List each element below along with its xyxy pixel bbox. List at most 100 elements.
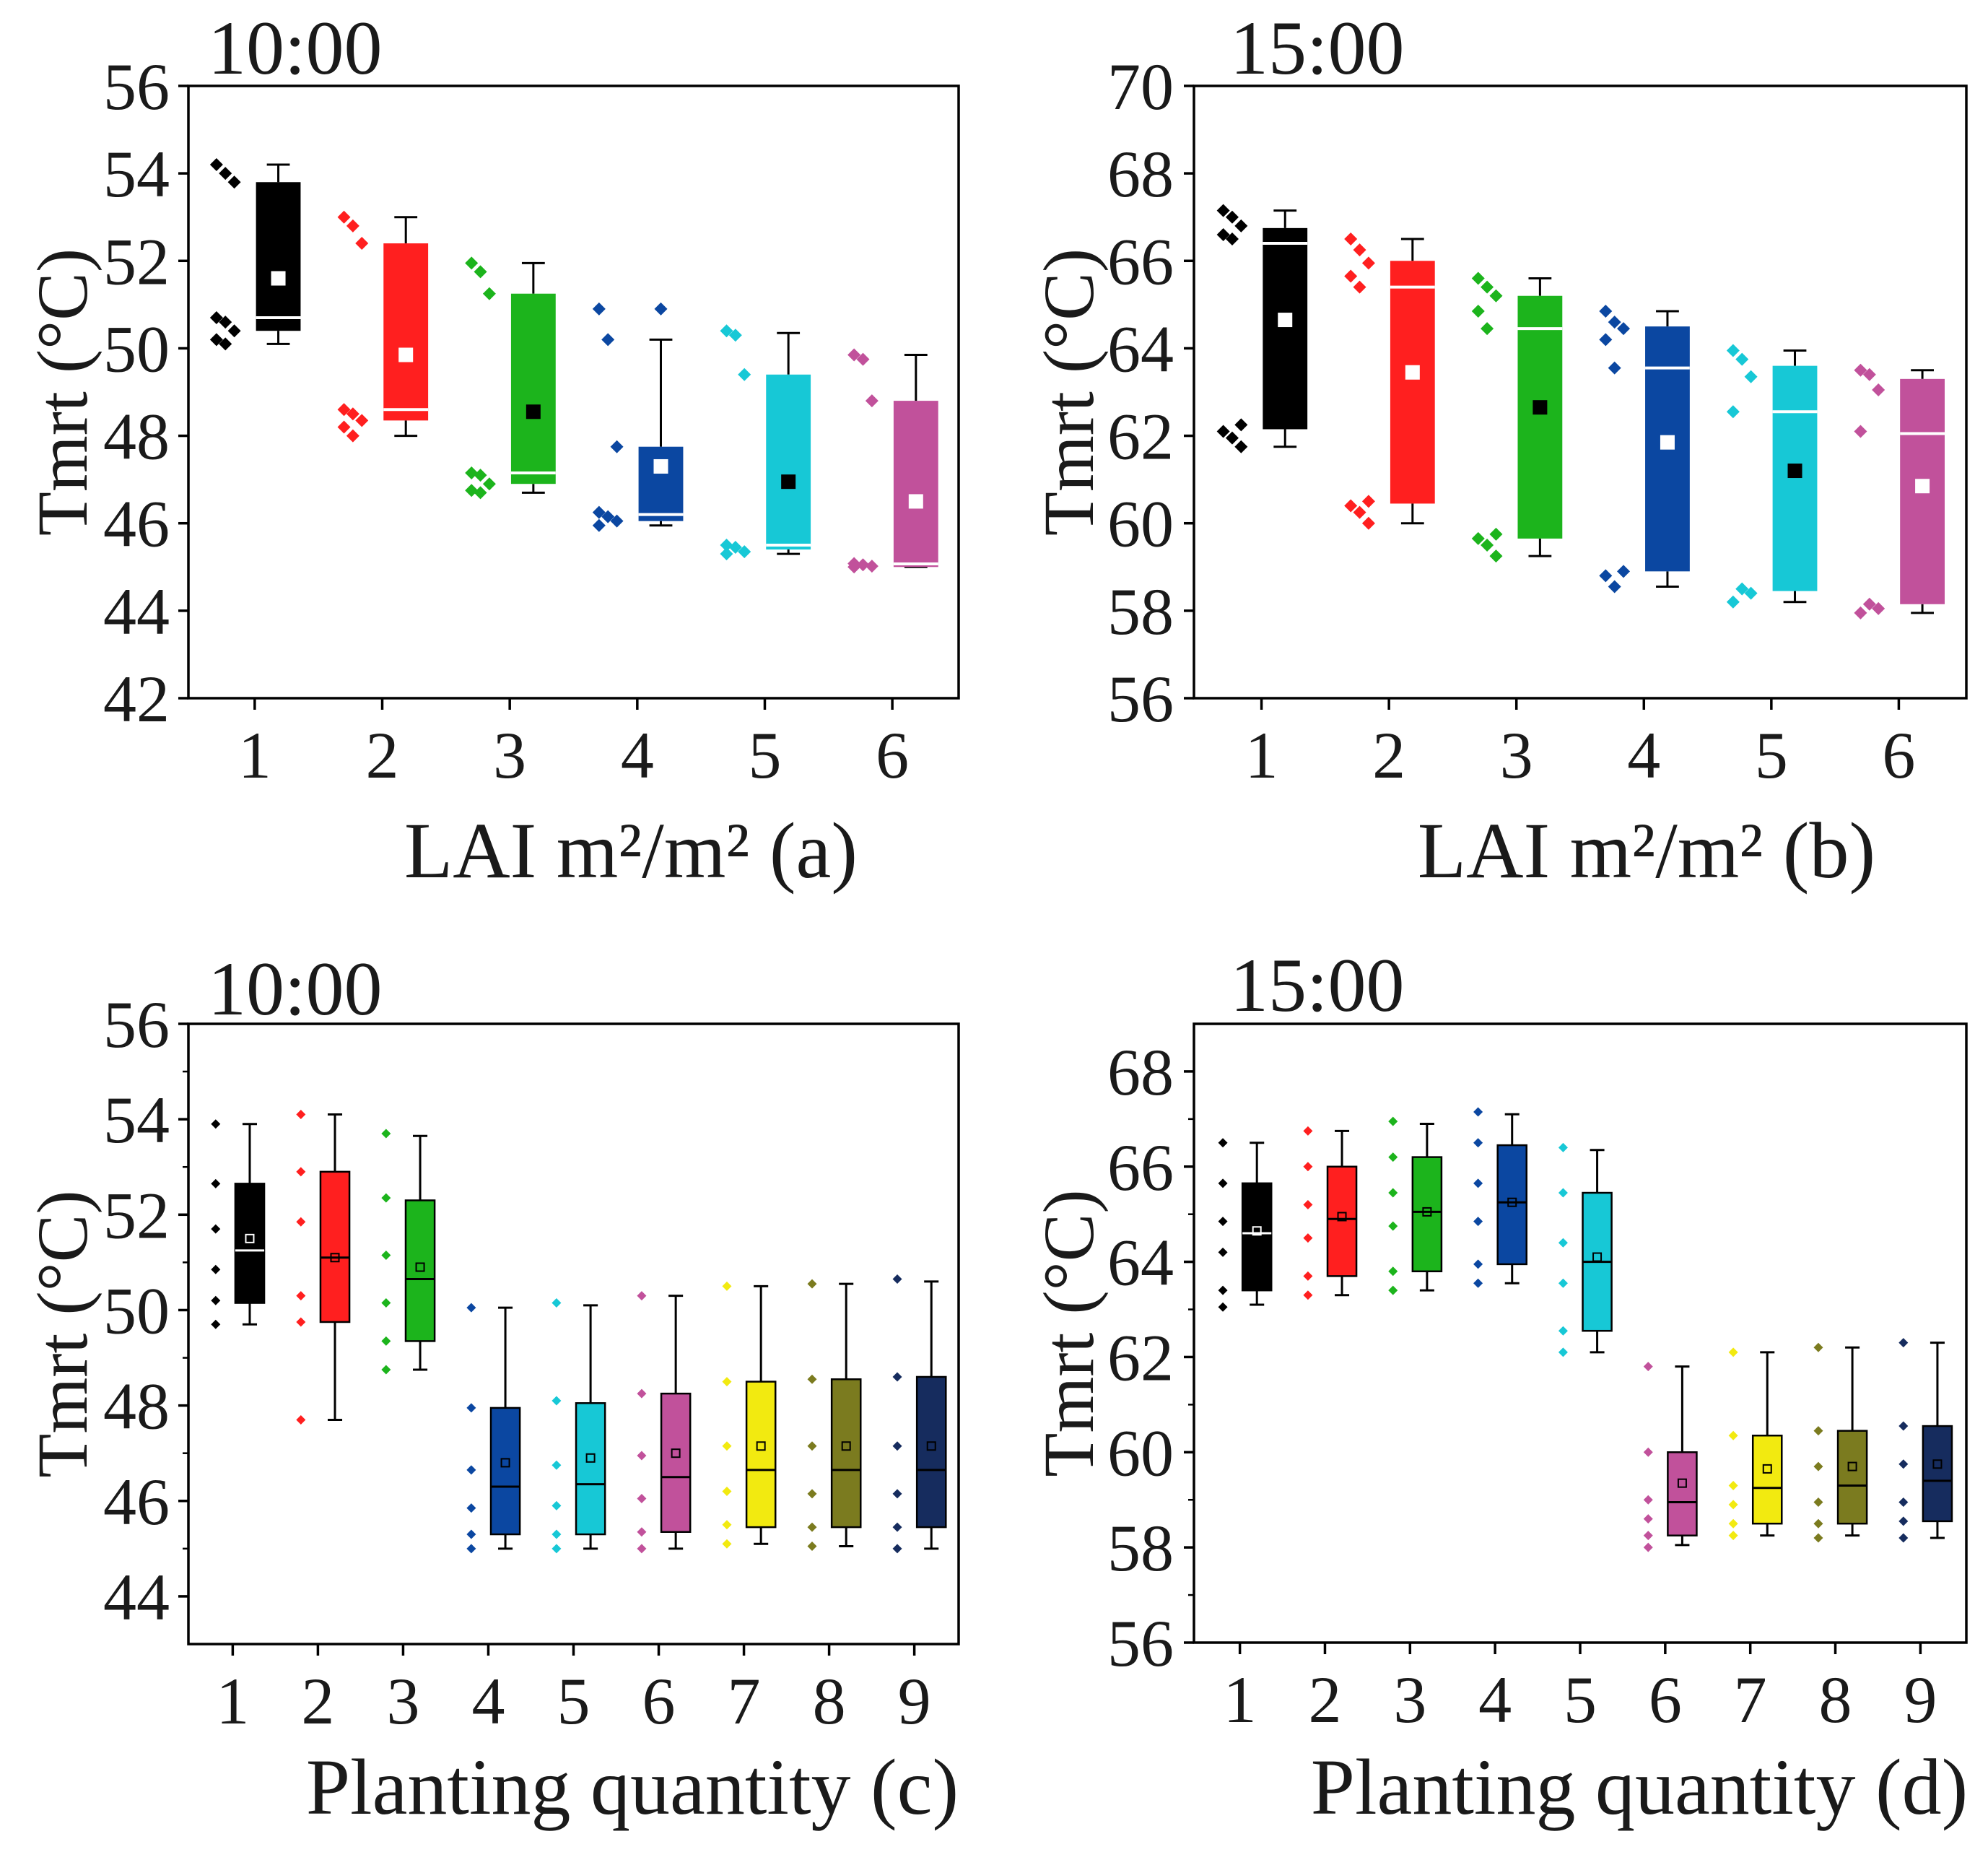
mean-marker-6 — [1677, 1478, 1687, 1488]
box-group-4 — [1599, 304, 1690, 594]
data-point — [346, 219, 359, 232]
data-point — [807, 1279, 817, 1289]
x-tick-label: 4 — [1627, 718, 1660, 792]
x-tick-label: 3 — [386, 1664, 419, 1738]
data-point — [466, 1303, 476, 1313]
data-point — [355, 237, 369, 251]
data-point — [465, 484, 479, 497]
data-point — [1558, 1238, 1568, 1248]
data-point — [1471, 531, 1485, 545]
y-tick-label: 62 — [1107, 1321, 1174, 1394]
box-group-1 — [1218, 1138, 1273, 1312]
data-point — [1361, 256, 1375, 270]
data-point — [552, 1544, 562, 1554]
data-point — [474, 469, 487, 482]
data-point — [1361, 516, 1375, 530]
data-point — [865, 560, 879, 573]
data-point — [209, 158, 223, 172]
x-axis-label: LAI m²/m² (b) — [1418, 807, 1875, 895]
box-group-1 — [211, 1119, 266, 1329]
plot-frame — [187, 84, 960, 700]
data-point — [1489, 549, 1503, 563]
x-tick-label: 8 — [813, 1664, 846, 1738]
data-point — [637, 1451, 647, 1461]
data-point — [552, 1460, 562, 1470]
x-tick-label: 2 — [366, 718, 399, 792]
box-group-6 — [1854, 363, 1945, 619]
y-tick-label: 46 — [103, 487, 170, 561]
x-tick-label: 3 — [1500, 718, 1533, 792]
box-group-1 — [1216, 204, 1308, 453]
box-2 — [319, 1170, 351, 1323]
data-point — [1898, 1421, 1909, 1431]
data-point — [381, 1336, 391, 1346]
data-point — [1344, 269, 1358, 283]
data-point — [1361, 495, 1375, 508]
box-1 — [234, 1183, 266, 1304]
mean-marker-1 — [1252, 1226, 1262, 1236]
data-point — [610, 440, 624, 453]
data-point — [211, 1319, 221, 1329]
box-7 — [745, 1381, 777, 1529]
box-group-2 — [1303, 1126, 1358, 1300]
box-group-2 — [296, 1110, 351, 1425]
data-point — [1353, 280, 1366, 294]
data-point — [1473, 1217, 1483, 1227]
data-point — [1643, 1542, 1653, 1552]
data-point — [552, 1396, 562, 1406]
data-point — [474, 486, 487, 500]
data-point — [1473, 1278, 1483, 1288]
data-point — [856, 352, 870, 366]
y-tick-label: 64 — [1107, 312, 1174, 386]
x-tick-label: 3 — [493, 718, 526, 792]
data-point — [1471, 304, 1485, 318]
box-group-6 — [637, 1291, 692, 1554]
data-point — [592, 518, 606, 532]
y-tick-label: 70 — [1107, 50, 1174, 123]
x-tick-label: 6 — [876, 718, 909, 792]
y-tick-label: 50 — [103, 1274, 170, 1347]
data-point — [381, 1250, 391, 1260]
data-point — [1303, 1271, 1313, 1281]
data-point — [1728, 1480, 1738, 1490]
data-point — [1854, 363, 1867, 377]
data-point — [466, 1465, 476, 1475]
data-point — [1218, 1302, 1228, 1312]
data-point — [1225, 210, 1239, 224]
y-tick-label: 42 — [103, 662, 170, 736]
box-group-4 — [1473, 1107, 1528, 1288]
data-point — [1489, 527, 1503, 541]
box-group-1 — [209, 158, 301, 351]
box-group-6 — [847, 348, 938, 574]
mean-marker-1 — [1278, 313, 1293, 328]
data-point — [1303, 1233, 1313, 1243]
x-tick-label: 7 — [1734, 1663, 1767, 1736]
y-tick-label: 52 — [103, 225, 170, 298]
data-point — [552, 1298, 562, 1308]
data-point — [1862, 597, 1876, 611]
data-point — [466, 1503, 476, 1513]
data-point — [1735, 352, 1749, 366]
data-point — [1898, 1516, 1909, 1526]
data-point — [1813, 1461, 1823, 1471]
data-point — [381, 1298, 391, 1308]
data-point — [1218, 1178, 1228, 1188]
mean-marker-3 — [1422, 1207, 1432, 1217]
x-tick-label: 1 — [1245, 718, 1278, 792]
mean-marker-7 — [1762, 1464, 1772, 1474]
data-point — [1744, 586, 1758, 600]
data-point — [1735, 582, 1749, 596]
data-point — [1225, 431, 1239, 445]
data-point — [346, 429, 359, 443]
mean-marker-5 — [1592, 1252, 1603, 1262]
mean-marker-5 — [585, 1453, 596, 1463]
data-point — [296, 1414, 306, 1425]
x-tick-label: 4 — [621, 718, 654, 792]
data-point — [1481, 539, 1494, 552]
data-point — [1726, 595, 1740, 609]
panel-title: 15:00 — [1230, 6, 1404, 90]
box-group-3 — [465, 256, 556, 500]
x-axis-label: LAI m²/m² (a) — [404, 807, 858, 895]
y-axis-label: Tmrt (°C) — [22, 248, 103, 536]
